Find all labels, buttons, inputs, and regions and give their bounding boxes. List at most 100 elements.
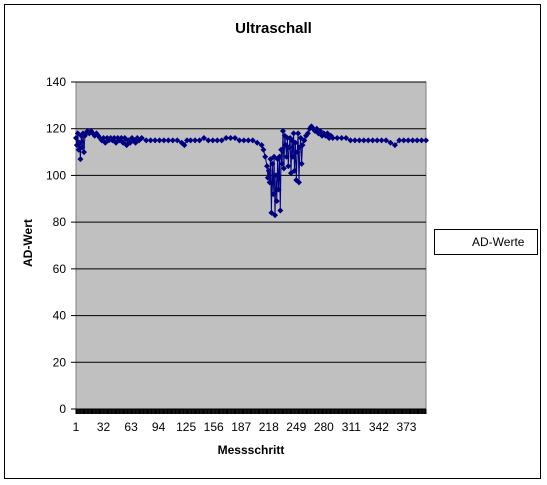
series-ad-werte	[73, 123, 429, 219]
data-point	[351, 137, 358, 144]
x-tick-label: 63	[124, 420, 138, 434]
data-point	[414, 137, 421, 144]
x-tick-label: 311	[342, 420, 361, 434]
data-point	[262, 153, 269, 160]
data-point	[214, 137, 221, 144]
data-point	[279, 128, 286, 135]
data-point	[264, 174, 271, 181]
data-point	[374, 137, 381, 144]
data-point	[294, 149, 301, 156]
data-point	[338, 135, 345, 142]
x-tick-label: 1	[73, 420, 80, 434]
data-point	[100, 135, 107, 142]
gridlines	[76, 81, 426, 363]
chart-title: Ultraschall	[235, 20, 312, 37]
legend: AD-Werte	[434, 229, 538, 255]
data-point	[269, 160, 276, 167]
data-point	[369, 137, 376, 144]
y-tick-label: 100	[46, 168, 66, 182]
data-point	[76, 139, 83, 146]
data-point	[205, 137, 212, 144]
x-tick-label: 218	[259, 420, 279, 434]
data-point	[409, 137, 416, 144]
data-point	[278, 146, 285, 153]
data-point	[147, 137, 154, 144]
data-point	[356, 137, 363, 144]
data-point	[181, 142, 188, 149]
data-point	[209, 137, 216, 144]
data-point	[405, 137, 412, 144]
data-point	[299, 142, 306, 149]
plot-area	[75, 81, 427, 410]
data-point	[152, 137, 159, 144]
y-tick-label: 40	[53, 309, 67, 323]
data-point	[301, 137, 308, 144]
data-point	[304, 130, 311, 137]
data-point	[283, 153, 290, 160]
data-point	[295, 130, 302, 137]
data-point	[258, 142, 265, 149]
data-point	[111, 135, 118, 142]
data-point	[200, 135, 207, 142]
data-point	[79, 144, 86, 151]
data-point	[423, 137, 429, 144]
data-point	[334, 135, 341, 142]
data-point	[192, 137, 199, 144]
data-point	[218, 137, 225, 144]
x-tick-label: 280	[314, 420, 334, 434]
data-point	[184, 137, 191, 144]
y-axis: 0 20 40 60 80 100 120 140	[46, 75, 76, 416]
data-point	[418, 137, 425, 144]
data-point	[73, 135, 79, 142]
x-tick-label: 32	[97, 420, 111, 434]
data-point	[360, 137, 367, 144]
data-point	[260, 146, 267, 153]
data-point	[280, 165, 287, 172]
x-tick-label: 94	[152, 420, 166, 434]
data-point	[77, 156, 84, 163]
data-point	[156, 137, 163, 144]
data-point	[343, 135, 350, 142]
data-point	[273, 198, 280, 205]
data-point	[290, 130, 297, 137]
data-point	[232, 135, 239, 142]
data-point	[118, 135, 125, 142]
data-point	[263, 163, 270, 170]
data-point	[391, 142, 398, 149]
data-point	[254, 139, 261, 146]
data-point	[387, 139, 394, 146]
data-point	[143, 137, 150, 144]
data-point	[277, 207, 284, 214]
y-tick-label: 120	[46, 122, 66, 136]
data-point	[286, 144, 293, 151]
data-point	[396, 137, 403, 144]
data-point	[329, 135, 336, 142]
data-point	[378, 137, 385, 144]
x-tick-label: 249	[286, 420, 306, 434]
data-point	[138, 135, 145, 142]
data-point	[400, 137, 407, 144]
data-point	[266, 179, 273, 186]
data-point	[240, 137, 247, 144]
x-tick-label: 373	[396, 420, 416, 434]
data-point	[289, 153, 296, 160]
data-point	[276, 153, 283, 160]
x-tick-label: 342	[369, 420, 389, 434]
data-point	[223, 135, 230, 142]
data-point	[295, 179, 302, 186]
y-tick-label: 60	[53, 262, 67, 276]
x-tick-label: 125	[176, 420, 196, 434]
data-point	[271, 212, 278, 219]
x-tick-label: 156	[204, 420, 224, 434]
data-point	[174, 137, 181, 144]
x-axis: 1 32 63 94 125 156 187 218 249 280 311 342 373	[73, 408, 427, 434]
data-point	[365, 137, 372, 144]
y-tick-label: 80	[53, 215, 67, 229]
data-point	[291, 167, 298, 174]
y-tick-label: 140	[46, 75, 66, 89]
legend-entry-label: AD-Werte	[472, 235, 525, 249]
data-point	[196, 137, 203, 144]
data-point	[165, 137, 172, 144]
data-point	[383, 137, 390, 144]
